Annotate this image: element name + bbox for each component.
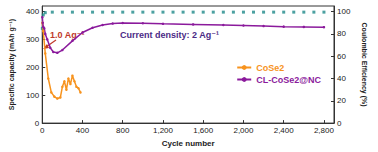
svg-text:Coulombic Efficiency (%): Coulombic Efficiency (%) (360, 23, 368, 107)
svg-text:0: 0 (337, 119, 342, 128)
svg-text:80: 80 (337, 29, 346, 38)
svg-text:Cycle number: Cycle number (162, 139, 215, 148)
svg-text:Specific capacity (mAh g⁻¹): Specific capacity (mAh g⁻¹) (8, 19, 16, 110)
svg-text:CL-CoSe2@NC: CL-CoSe2@NC (256, 75, 321, 85)
svg-text:20: 20 (337, 96, 346, 105)
svg-text:CoSe2: CoSe2 (256, 63, 284, 73)
svg-text:800: 800 (116, 126, 130, 135)
svg-text:2,000: 2,000 (233, 126, 254, 135)
svg-text:400: 400 (76, 126, 90, 135)
svg-text:60: 60 (337, 52, 346, 61)
svg-text:200: 200 (26, 63, 40, 72)
svg-text:1,200: 1,200 (153, 126, 174, 135)
svg-text:1.0 Ag⁻¹: 1.0 Ag⁻¹ (50, 29, 85, 40)
svg-text:2,800: 2,800 (314, 126, 335, 135)
svg-text:300: 300 (26, 35, 40, 44)
svg-text:40: 40 (337, 74, 346, 83)
svg-text:400: 400 (26, 7, 40, 16)
svg-text:0: 0 (34, 118, 40, 128)
svg-text:Current density: 2 Ag⁻¹: Current density: 2 Ag⁻¹ (120, 30, 219, 40)
svg-text:100: 100 (337, 7, 351, 16)
svg-text:1,600: 1,600 (193, 126, 214, 135)
svg-text:2,400: 2,400 (274, 126, 295, 135)
svg-text:100: 100 (26, 91, 40, 100)
svg-text:0: 0 (40, 126, 45, 135)
